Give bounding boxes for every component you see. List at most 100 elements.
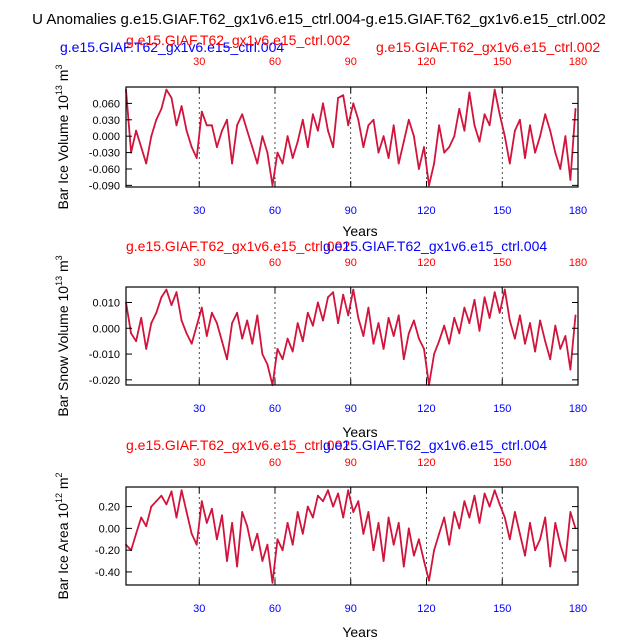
data-point xyxy=(312,113,314,116)
data-point xyxy=(443,324,446,327)
x-tick-label-top: 150 xyxy=(493,457,511,469)
data-point xyxy=(498,311,501,314)
data-point xyxy=(559,168,562,170)
data-point xyxy=(216,322,218,324)
data-point xyxy=(256,162,259,165)
x-tick-label-bottom: 120 xyxy=(417,603,435,615)
data-point xyxy=(463,306,466,309)
data-point xyxy=(145,162,148,165)
data-point xyxy=(195,157,198,159)
chart-panel-bar-snow-volume: 0.010 0.000 -0.010 -0.020 30 30 60 60 90 90 120 120… xyxy=(54,238,587,440)
data-point xyxy=(448,342,451,345)
data-point xyxy=(514,511,516,513)
data-point xyxy=(216,538,218,541)
y-tick-label: 0.000 xyxy=(92,323,120,335)
data-point xyxy=(468,516,471,519)
data-point xyxy=(317,494,319,497)
panels-container: 0.060 0.030 0.000 -0.030 -0.060 -0.090 30 30 60 6… xyxy=(54,32,600,638)
x-tick-label-top: 180 xyxy=(569,457,587,469)
data-point xyxy=(261,135,264,138)
data-point xyxy=(251,342,254,345)
x-tick-label-top: 30 xyxy=(193,457,205,469)
data-point xyxy=(508,538,511,541)
chart-panel-bar-ice-area: 0.20 0.00 -0.20 -0.40 30 30 60 60 90 90 120 120 150 1… xyxy=(54,437,587,638)
data-point xyxy=(529,124,531,127)
data-point xyxy=(377,151,380,154)
case-label-blue: g.e15.GIAF.T62_gx1v6.e15_ctrl.004 xyxy=(323,238,547,254)
data-point xyxy=(478,140,481,143)
data-point xyxy=(508,162,511,165)
data-point xyxy=(519,118,521,121)
data-point xyxy=(291,543,294,546)
data-point xyxy=(519,314,521,317)
x-tick-label-top: 180 xyxy=(569,257,587,269)
data-point xyxy=(266,543,269,546)
data-point xyxy=(574,314,577,317)
data-point xyxy=(200,500,203,503)
data-point xyxy=(327,489,329,492)
data-point xyxy=(301,340,304,343)
data-point xyxy=(433,353,435,355)
data-point xyxy=(205,522,208,524)
y-axis-label-unit-exponent: 3 xyxy=(54,65,64,70)
x-tick-label-bottom: 120 xyxy=(417,403,435,415)
y-axis-label: Bar Ice Area 1012 m2 xyxy=(54,472,71,599)
x-tick-label-bottom: 30 xyxy=(193,403,205,415)
data-point xyxy=(281,549,284,552)
series-line xyxy=(125,88,577,187)
data-point xyxy=(503,288,506,291)
data-point xyxy=(539,135,541,138)
data-point xyxy=(261,353,264,355)
data-point xyxy=(372,549,375,552)
data-point xyxy=(347,314,350,317)
data-point xyxy=(443,516,446,519)
data-point xyxy=(493,88,496,91)
y-tick-label: -0.010 xyxy=(89,349,120,361)
data-point xyxy=(468,322,471,324)
data-point xyxy=(306,311,309,314)
data-point xyxy=(564,135,567,138)
data-point xyxy=(367,124,370,127)
data-point xyxy=(407,118,410,121)
x-tick-label-bottom: 60 xyxy=(269,403,281,415)
data-point xyxy=(549,129,552,132)
data-point xyxy=(276,538,279,541)
x-tick-label-top: 90 xyxy=(345,257,357,269)
data-point xyxy=(140,516,143,519)
plot-frame xyxy=(125,86,579,188)
y-tick-label: 0.060 xyxy=(92,98,120,110)
data-point xyxy=(175,291,178,294)
case-label-red-top: g.e15.GIAF.T62_gx1v6.e15_ctrl.002 xyxy=(126,32,350,48)
data-point xyxy=(443,151,446,154)
data-point xyxy=(200,110,203,113)
data-point xyxy=(241,511,244,513)
x-tick-label-top: 150 xyxy=(493,56,511,68)
data-point xyxy=(165,288,168,291)
data-point xyxy=(165,88,168,91)
data-point xyxy=(428,184,430,187)
x-tick-label-top: 60 xyxy=(269,257,281,269)
y-axis-label-unit-exponent: 2 xyxy=(54,472,64,477)
data-point xyxy=(246,319,249,322)
data-point xyxy=(221,340,223,343)
x-tick-label-bottom: 90 xyxy=(345,205,357,217)
data-point xyxy=(226,358,228,361)
data-point xyxy=(337,492,339,495)
data-point xyxy=(367,306,370,309)
data-point xyxy=(332,146,334,149)
x-tick-label-top: 120 xyxy=(417,457,435,469)
data-point xyxy=(529,322,531,324)
data-point xyxy=(549,358,552,361)
data-point xyxy=(160,108,163,110)
data-point xyxy=(160,296,163,299)
chart-panel-bar-ice-volume: 0.060 0.030 0.000 -0.030 -0.060 -0.090 30 30 60 6… xyxy=(54,32,600,239)
data-point xyxy=(301,118,304,121)
y-tick-label: -0.20 xyxy=(95,545,120,557)
data-point xyxy=(317,129,319,132)
data-point xyxy=(286,522,289,524)
data-point xyxy=(306,146,309,149)
data-point xyxy=(362,335,365,337)
data-point xyxy=(236,311,239,314)
data-point xyxy=(367,511,370,513)
data-point xyxy=(498,503,501,506)
